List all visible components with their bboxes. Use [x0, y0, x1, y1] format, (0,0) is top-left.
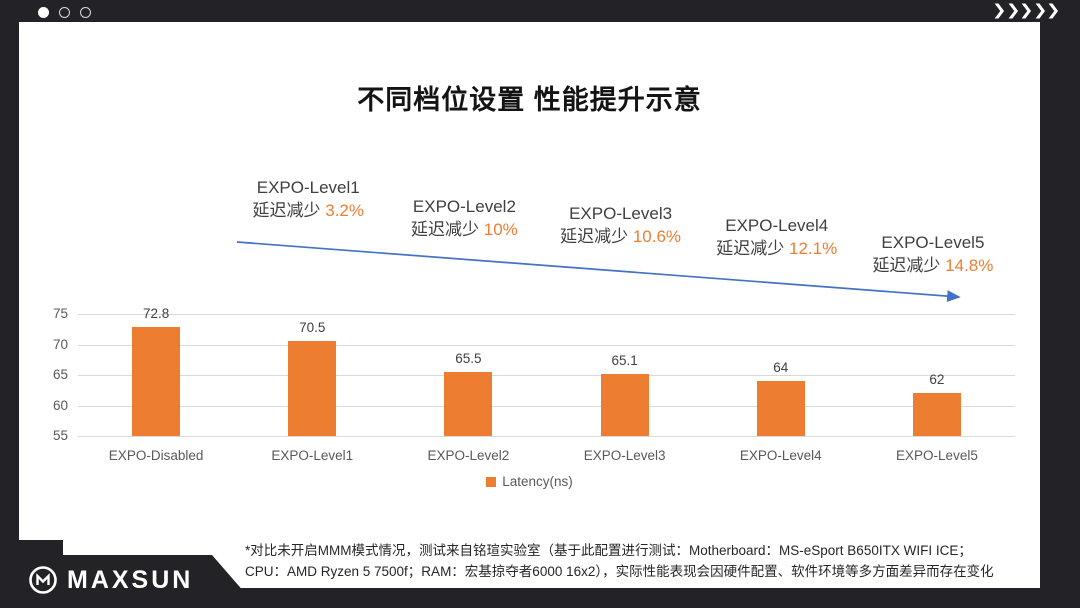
brand-name: MAXSUN: [67, 565, 194, 594]
annotation-level: EXPO-Level5: [881, 233, 985, 252]
annotation-level: EXPO-Level1: [256, 178, 360, 197]
annotation: EXPO-Level2 延迟减少 10%: [411, 195, 518, 241]
annotation-percent: 3.2%: [325, 201, 364, 220]
slide-content: 不同档位设置 性能提升示意 EXPO-Level1 延迟减少 3.2% EXPO-L…: [19, 22, 1040, 588]
annotation-level: EXPO-Level4: [725, 216, 829, 235]
gridline: [78, 314, 1015, 315]
annotation-level: EXPO-Level3: [569, 204, 673, 223]
maxsun-m-icon: [29, 566, 57, 594]
latency-bar: [600, 374, 649, 436]
annotation: EXPO-Level5 延迟减少 14.8%: [872, 231, 993, 277]
dot-icon: [80, 7, 91, 18]
dot-icon: [59, 7, 70, 18]
bar-slot: 65.1 EXPO-Level3: [547, 314, 703, 463]
gridline: [78, 375, 1015, 376]
latency-bar: [132, 327, 181, 436]
annotation: EXPO-Level3 延迟减少 10.6%: [560, 202, 681, 248]
annotation-percent: 10.6%: [632, 227, 682, 246]
annotation-percent: 12.1%: [789, 239, 838, 258]
latency-bar: [288, 341, 337, 436]
annotation-level: EXPO-Level2: [412, 197, 516, 216]
category-label: EXPO-Level2: [427, 448, 510, 463]
bar-slot: 72.8 EXPO-Disabled: [78, 306, 234, 463]
gridline: [78, 405, 1015, 407]
annotation-reduction: 延迟减少 14.8%: [872, 256, 994, 275]
footnote: *对比未开启MMM模式情况，测试来自铭瑄实验室（基于此配置进行测试：Mother…: [245, 540, 994, 582]
latency-bar: [444, 372, 493, 436]
bar-slot: 64 EXPO-Level4: [703, 314, 859, 463]
bar-value-label: 65.5: [455, 351, 482, 366]
category-label: EXPO-Level4: [739, 448, 822, 463]
chevron-right-icon: ❯: [992, 2, 1007, 19]
bar-value-label: 62: [929, 372, 945, 387]
chevrons-decoration: ❯ ❯ ❯ ❯ ❯: [992, 1, 1061, 19]
chart-legend: Latency(ns): [19, 474, 1040, 489]
footnote-line1: *对比未开启MMM模式情况，测试来自铭瑄实验室（基于此配置进行测试：Mother…: [245, 543, 972, 558]
y-axis-tick: 65: [52, 367, 68, 382]
bar-slot: 70.5 EXPO-Level1: [234, 314, 390, 463]
y-axis-tick: 55: [52, 428, 68, 443]
annotation: EXPO-Level4 延迟减少 12.1%: [716, 214, 837, 260]
category-label: EXPO-Level5: [896, 448, 978, 463]
legend-label: Latency(ns): [502, 474, 573, 489]
footnote-line2: CPU：AMD Ryzen 5 7500f；RAM：宏基掠夺者6000 16x2…: [245, 564, 994, 579]
annotation-reduction: 延迟减少 10.6%: [560, 227, 682, 246]
y-axis-tick: 60: [52, 397, 68, 413]
dot-active-icon: [38, 7, 49, 18]
bar-value-label: 72.8: [142, 306, 170, 321]
bar-slots: 72.8 EXPO-Disabled 70.5 EXPO-Level1 65.5 EXPO…: [78, 306, 1015, 463]
chevron-right-icon: ❯: [1005, 2, 1021, 19]
chevron-right-icon: ❯: [1019, 2, 1034, 19]
annotation: EXPO-Level1 延迟减少 3.2%: [253, 176, 364, 222]
slide-indicator-dots: [38, 7, 91, 18]
category-label: EXPO-Level1: [271, 448, 354, 463]
chevron-right-icon: ❯: [1046, 2, 1061, 19]
bar-slot: 65.5 EXPO-Level2: [390, 314, 546, 463]
latency-bar: [912, 393, 961, 436]
bar-chart-plot-area: 75 70 65 60 55 72.8 EXPO-Disabled 70.5 EXPO-Lev…: [53, 306, 1015, 463]
annotation-percent: 10%: [483, 220, 518, 239]
bar-value-label: 64: [773, 360, 789, 375]
annotation-reduction: 延迟减少 12.1%: [716, 239, 838, 258]
chevron-right-icon: ❯: [1032, 2, 1048, 19]
category-label: EXPO-Level3: [583, 448, 666, 463]
gridline: [78, 344, 1015, 346]
bar-value-label: 65.1: [611, 353, 638, 368]
gridline: [78, 436, 1015, 437]
category-label: EXPO-Disabled: [108, 448, 204, 463]
bar-slot: 62 EXPO-Level5: [859, 314, 1015, 463]
bar-value-label: 70.5: [299, 320, 326, 335]
y-axis-tick: 75: [52, 306, 68, 321]
annotation-percent: 14.8%: [945, 256, 994, 275]
page-title: 不同档位设置 性能提升示意: [357, 85, 702, 115]
latency-bar: [756, 381, 805, 436]
y-axis-tick: 70: [52, 336, 68, 352]
annotation-reduction: 延迟减少 10%: [411, 220, 518, 239]
annotation-reduction: 延迟减少 3.2%: [252, 201, 364, 220]
legend-swatch-icon: [486, 476, 497, 487]
